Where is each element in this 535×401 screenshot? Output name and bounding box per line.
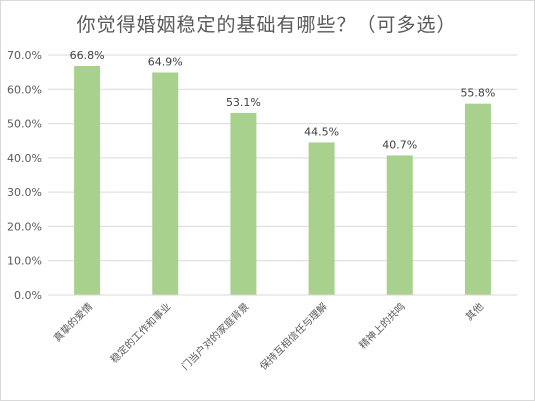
bars <box>74 65 491 295</box>
y-tick-label: 0.0% <box>14 289 42 302</box>
y-tick-label: 40.0% <box>7 152 42 165</box>
data-labels: 66.8% 64.9% 53.1% 44.5% 40.7% 55.8% <box>70 49 496 151</box>
y-tick-label: 50.0% <box>7 118 42 131</box>
y-tick-label: 10.0% <box>7 255 42 268</box>
x-category-label: 保持互相信任与理解 <box>257 300 330 373</box>
x-axis-category-labels: 真挚的爱情 稳定的工作和事业 门当户对的家庭背景 保持互相信任与理解 精神上的共鸣 其他 <box>51 300 486 373</box>
data-label: 66.8% <box>70 49 105 62</box>
x-category-label: 稳定的工作和事业 <box>108 300 174 366</box>
y-tick-label: 60.0% <box>7 83 42 96</box>
chart-title: 你觉得婚姻稳定的基础有哪些？（可多选） <box>76 14 457 36</box>
x-category-label: 门当户对的家庭背景 <box>179 300 252 373</box>
x-category-label: 真挚的爱情 <box>51 300 96 345</box>
y-tick-label: 20.0% <box>7 220 42 233</box>
data-label: 64.9% <box>148 55 183 68</box>
bar <box>152 72 179 295</box>
bar <box>230 112 257 295</box>
gridlines <box>48 54 517 262</box>
bar <box>386 155 413 295</box>
data-label: 53.1% <box>226 96 261 109</box>
bar <box>464 103 491 295</box>
y-axis-tick-labels: 0.0% 10.0% 20.0% 30.0% 40.0% 50.0% 60.0% 70.0% <box>7 49 42 302</box>
bar <box>74 65 101 295</box>
y-tick-label: 30.0% <box>7 186 42 199</box>
data-label: 55.8% <box>460 87 495 100</box>
x-category-label: 其他 <box>463 300 486 323</box>
data-label: 40.7% <box>382 138 417 151</box>
data-label: 44.5% <box>304 125 339 138</box>
bar <box>308 142 335 295</box>
x-category-label: 精神上的共鸣 <box>356 300 408 352</box>
y-tick-label: 70.0% <box>7 49 42 62</box>
